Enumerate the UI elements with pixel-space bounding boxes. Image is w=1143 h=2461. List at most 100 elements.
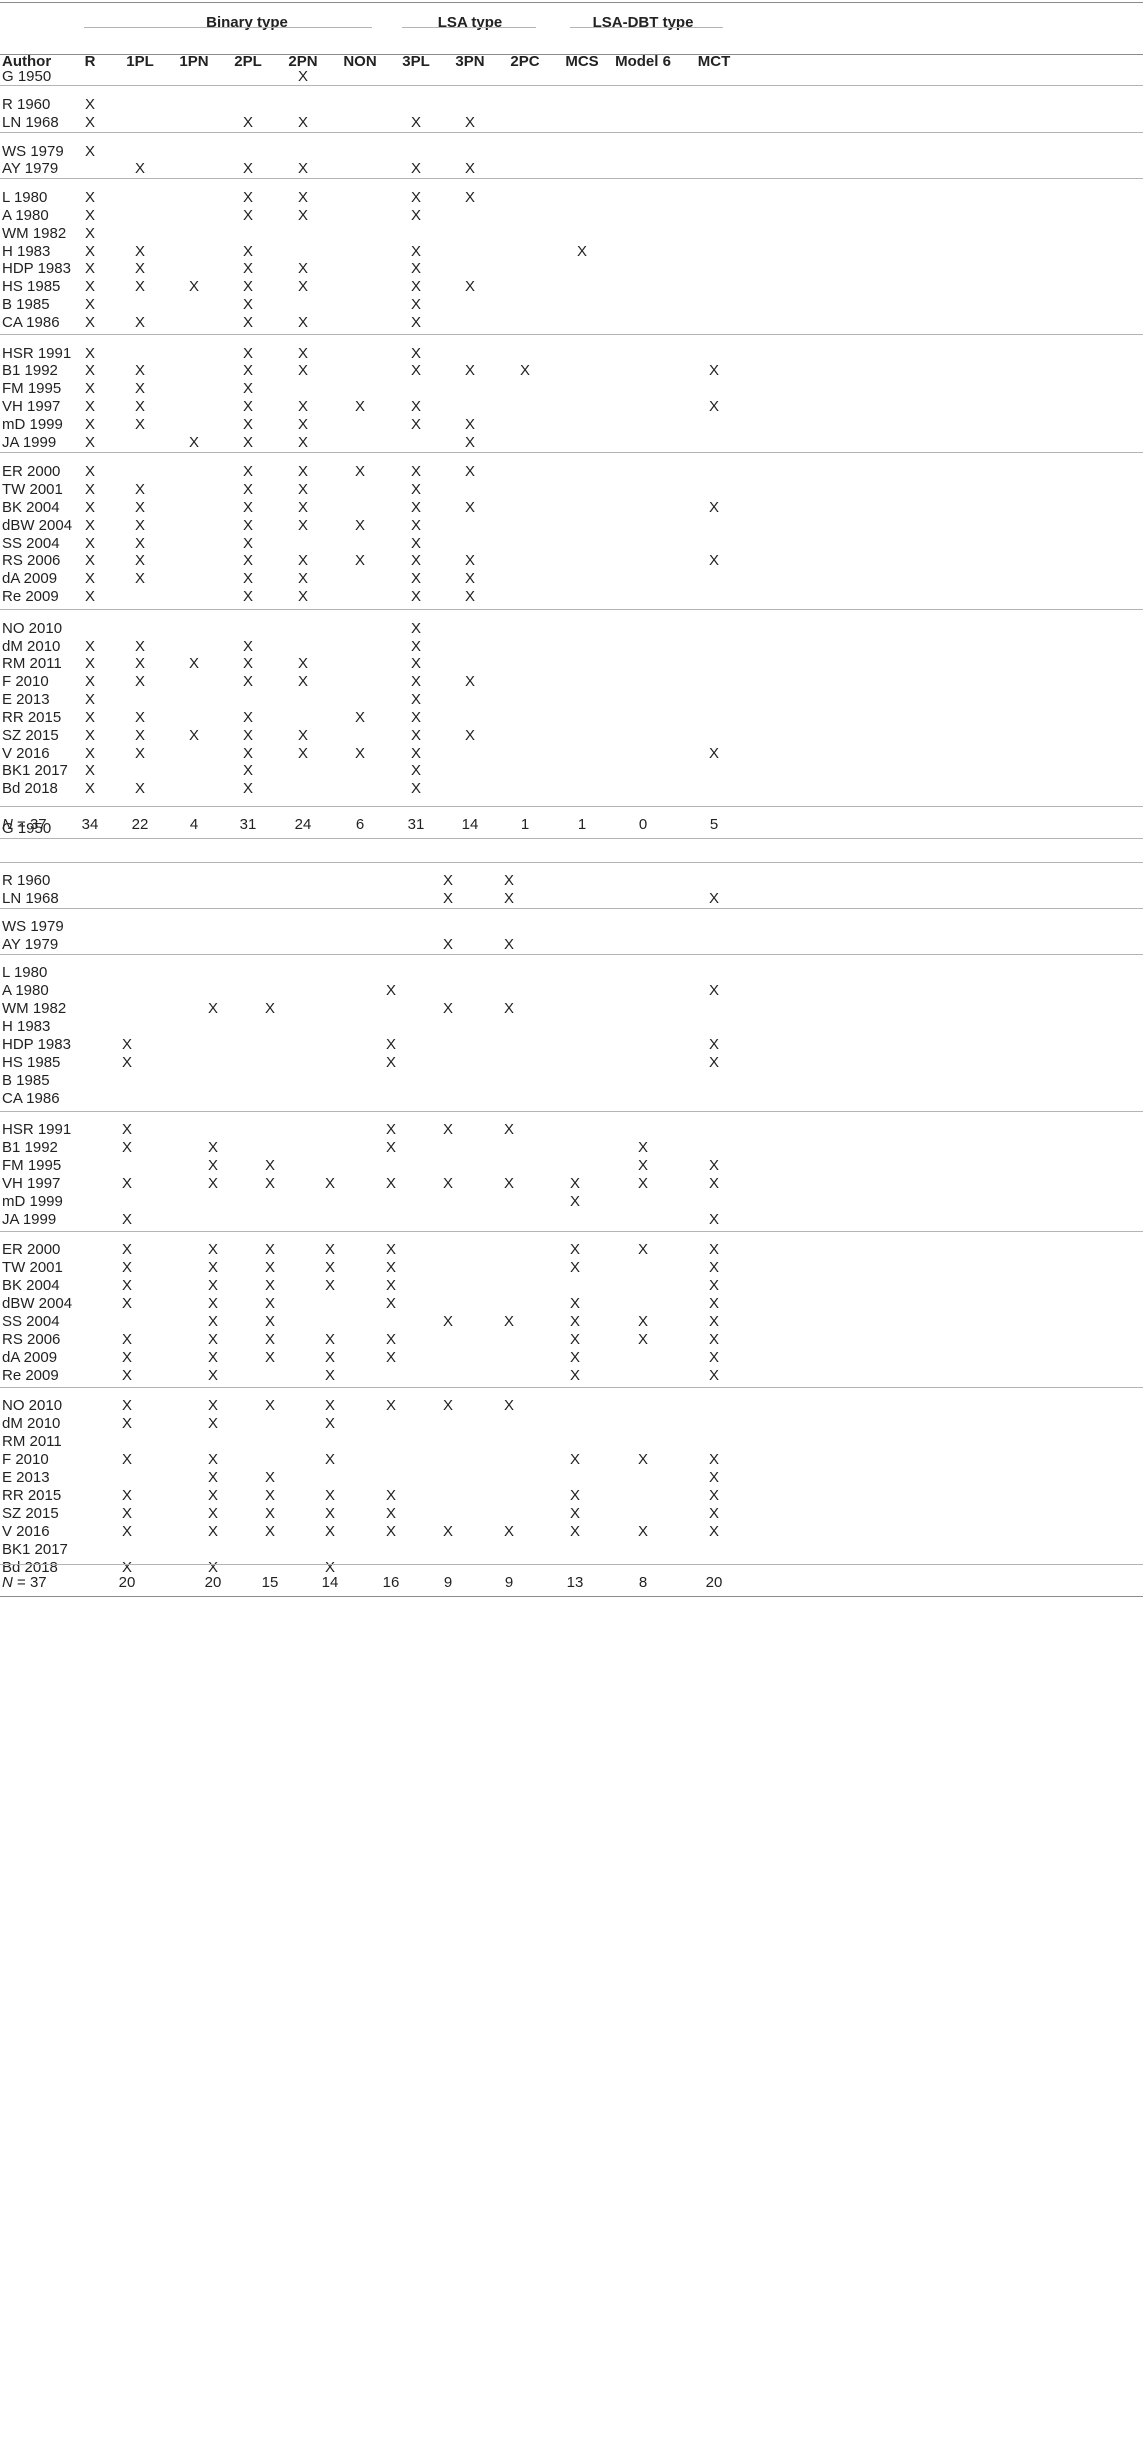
mark-cell: X bbox=[569, 1241, 581, 1258]
mark-cell: X bbox=[637, 1451, 649, 1468]
author-cell: V 2016 bbox=[2, 744, 50, 762]
author-cell: Re 2009 bbox=[2, 588, 59, 606]
mark-cell: X bbox=[410, 113, 422, 131]
section1-table-row: B1 1992 X X X X X X X X bbox=[0, 356, 1143, 384]
author-cell: RM 2011 bbox=[2, 655, 62, 673]
mark-cell: X bbox=[207, 1000, 219, 1017]
section1-table-row: RR 2015 X X X X X bbox=[0, 703, 1143, 731]
section2-table-row: BK1 2017 bbox=[0, 1535, 1143, 1563]
mark-cell: X bbox=[297, 655, 309, 673]
author-cell: HS 1985 bbox=[2, 1054, 61, 1071]
total-value: 13 bbox=[566, 1574, 584, 1591]
mark-cell: X bbox=[385, 1523, 397, 1540]
mark-cell: X bbox=[134, 534, 146, 552]
mark-cell: X bbox=[708, 1469, 720, 1486]
mark-cell: X bbox=[442, 1121, 454, 1138]
section1-table-row: RM 2011 X X X X X X bbox=[0, 649, 1143, 677]
mark-cell: X bbox=[207, 1505, 219, 1522]
section1-table-row: Bd 2018 X X X X bbox=[0, 774, 1143, 802]
mark-cell: X bbox=[464, 463, 476, 481]
author-cell: SZ 2015 bbox=[2, 726, 59, 744]
mark-cell: X bbox=[410, 296, 422, 314]
section1-table-row: ER 2000 X X X X X X bbox=[0, 457, 1143, 485]
mark-cell: X bbox=[242, 433, 254, 451]
mark-cell: X bbox=[324, 1331, 336, 1348]
author-cell: CA 1986 bbox=[2, 313, 60, 331]
mark-cell: X bbox=[264, 1259, 276, 1276]
mark-cell: X bbox=[207, 1469, 219, 1486]
mark-cell: X bbox=[207, 1277, 219, 1294]
mark-cell: X bbox=[464, 552, 476, 570]
mark-cell: X bbox=[464, 362, 476, 380]
mark-cell: X bbox=[84, 708, 96, 726]
mark-cell: X bbox=[519, 362, 531, 380]
author-cell: R 1960 bbox=[2, 872, 51, 889]
section2-table-row: mD 1999 X bbox=[0, 1187, 1143, 1215]
author-cell: BK1 2017 bbox=[2, 762, 68, 780]
mark-cell: X bbox=[134, 780, 146, 798]
author-cell: LN 1968 bbox=[2, 113, 59, 131]
mark-cell: X bbox=[410, 534, 422, 552]
mark-cell: X bbox=[242, 762, 254, 780]
section1-table-row: BK1 2017 X X X bbox=[0, 756, 1143, 784]
mark-cell: X bbox=[708, 982, 720, 999]
author-cell: NO 2010 bbox=[2, 619, 63, 637]
mark-cell: X bbox=[464, 160, 476, 178]
total-value: 24 bbox=[294, 816, 312, 833]
mark-cell: X bbox=[442, 1175, 454, 1192]
author-cell: mD 1999 bbox=[2, 1193, 63, 1210]
author-cell: H 1983 bbox=[2, 242, 51, 260]
mark-cell: X bbox=[264, 1241, 276, 1258]
author-cell: FM 1995 bbox=[2, 380, 62, 398]
mark-cell: X bbox=[410, 726, 422, 744]
mark-cell: X bbox=[385, 1349, 397, 1366]
author-cell: FM 1995 bbox=[2, 1157, 62, 1174]
total-value: 16 bbox=[382, 1574, 400, 1591]
mark-cell: X bbox=[134, 242, 146, 260]
section2-table-row: WS 1979 bbox=[0, 912, 1143, 940]
section1-table-row: NO 2010 X bbox=[0, 614, 1143, 642]
total-value: 4 bbox=[189, 816, 199, 833]
mark-cell: X bbox=[385, 1331, 397, 1348]
author-column-header: Author bbox=[2, 53, 52, 70]
mark-cell: X bbox=[84, 744, 96, 762]
mark-cell: X bbox=[708, 1295, 720, 1312]
mark-cell: X bbox=[121, 1451, 133, 1468]
total-label-eq: = 37 bbox=[12, 816, 47, 833]
mark-cell: X bbox=[242, 552, 254, 570]
mark-cell: X bbox=[410, 206, 422, 224]
mark-cell: X bbox=[708, 1367, 720, 1384]
mark-cell: X bbox=[708, 362, 720, 380]
total-value: 1 bbox=[520, 816, 530, 833]
mark-cell: X bbox=[121, 1349, 133, 1366]
mark-cell: X bbox=[410, 278, 422, 296]
mark-cell: X bbox=[324, 1259, 336, 1276]
group-underline bbox=[402, 27, 536, 28]
mark-cell: X bbox=[464, 278, 476, 296]
author-cell: dBW 2004 bbox=[2, 516, 73, 534]
mark-cell: X bbox=[84, 637, 96, 655]
mark-cell: X bbox=[121, 1121, 133, 1138]
mark-cell: X bbox=[84, 673, 96, 691]
mark-cell: X bbox=[84, 691, 96, 709]
column-header: 1PN bbox=[179, 53, 209, 70]
mark-cell: X bbox=[410, 260, 422, 278]
mark-cell: X bbox=[297, 113, 309, 131]
rule-line bbox=[0, 838, 1143, 839]
mark-cell: X bbox=[84, 398, 96, 416]
mark-cell: X bbox=[121, 1241, 133, 1258]
mark-cell: X bbox=[708, 1175, 720, 1192]
group-underline bbox=[570, 27, 723, 28]
section1-table-row: A 1980 X X X X bbox=[0, 201, 1143, 229]
mark-cell: X bbox=[385, 1175, 397, 1192]
mark-cell: X bbox=[207, 1559, 219, 1576]
mark-cell: X bbox=[503, 1397, 515, 1414]
mark-cell: X bbox=[354, 552, 366, 570]
section1-table-row: SZ 2015 X X X X X X X bbox=[0, 721, 1143, 749]
rule-line bbox=[0, 908, 1143, 909]
mark-cell: X bbox=[385, 1241, 397, 1258]
author-cell: AY 1979 bbox=[2, 160, 59, 178]
section2-table-row: HS 1985 X X X bbox=[0, 1048, 1143, 1076]
author-cell: E 2013 bbox=[2, 1469, 50, 1486]
mark-cell: X bbox=[121, 1139, 133, 1156]
